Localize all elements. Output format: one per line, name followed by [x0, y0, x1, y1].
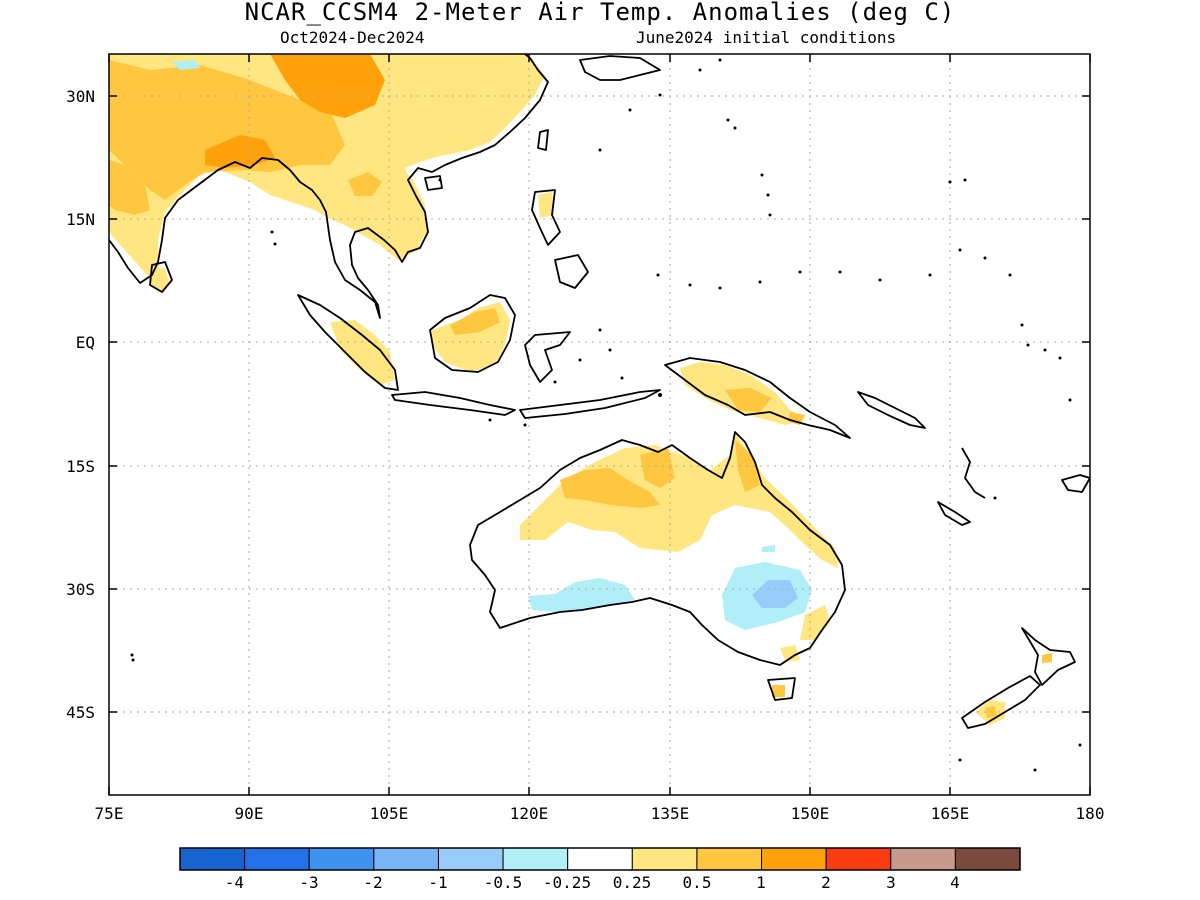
lon-tick-label: 165E [931, 804, 970, 823]
lat-tick-label: 30S [66, 580, 95, 599]
coast-japan [579, 55, 661, 81]
anomaly-region-philippines [538, 192, 554, 218]
colorbar-swatch [373, 847, 439, 871]
anomaly-region-north-australia [520, 432, 838, 568]
anomaly-region-se-australia [780, 645, 800, 662]
colorbar-swatch [825, 847, 892, 871]
anomaly-region-tasmania [772, 685, 785, 697]
anomaly-region-top-end [640, 448, 675, 488]
coast-tasmania [767, 677, 796, 701]
colorbar-label: -2 [363, 873, 382, 892]
anomaly-region-nz-north [1042, 653, 1052, 663]
colorbar-label: 0.25 [613, 873, 652, 892]
colorbar-swatch [761, 847, 827, 871]
coast-sumatra [297, 294, 399, 391]
anomaly-region-borneo-core [450, 308, 500, 335]
anomaly-region-china-core [270, 54, 385, 118]
anomaly-region-sumatra [330, 320, 395, 385]
anomaly-region-cool-small [762, 545, 775, 552]
colorbar: -4 -3 -2 -1 -0.5 -0.25 0.25 0.5 1 2 3 4 [179, 847, 1021, 892]
colorbar-swatch [179, 847, 246, 871]
lat-tick-label: 30N [66, 87, 95, 106]
coast-nz-north-island [1021, 627, 1076, 686]
colorbar-frame [179, 847, 1021, 871]
colorbar-label: 3 [886, 873, 896, 892]
latitude-axis: 30N 15N EQ 15S 30S 45S [66, 87, 95, 722]
anomaly-region-bangladesh [205, 135, 275, 168]
lon-tick-label: 90E [235, 804, 264, 823]
colorbar-label: 1 [756, 873, 766, 892]
colorbar-swatch [502, 847, 569, 871]
colorbar-label: -3 [299, 873, 318, 892]
anomaly-region-png-tip [788, 412, 805, 425]
lon-tick-label: 75E [95, 804, 124, 823]
anomaly-region-himalaya-cool [172, 60, 200, 70]
coast-nz-south-island [961, 675, 1041, 729]
coast-australia [469, 431, 846, 666]
plot-frame [108, 53, 1091, 796]
coast-new-caledonia [937, 501, 971, 526]
anomaly-shading [109, 54, 1052, 725]
anomaly-region-sri-lanka [150, 268, 170, 292]
anomaly-region-cool-southwest [528, 578, 635, 612]
coast-java [391, 391, 516, 416]
coast-fiji [1061, 474, 1090, 493]
anomaly-region-west-india [109, 160, 150, 215]
anomaly-region-east-coast [800, 605, 830, 640]
initial-conditions: June2024 initial conditions [636, 28, 897, 47]
lon-tick-label: 105E [370, 804, 409, 823]
coast-solomon-islands [857, 391, 926, 429]
colorbar-swatch [244, 847, 310, 871]
colorbar-label: -0.25 [543, 873, 591, 892]
colorbar-label: -1 [428, 873, 447, 892]
coast-philippines-mindanao [554, 254, 589, 289]
lon-tick-label: 135E [651, 804, 690, 823]
colorbar-swatch [890, 847, 956, 871]
colorbar-swatch [437, 847, 504, 871]
anomaly-region-tibet [109, 60, 345, 200]
coast-new-guinea [664, 357, 851, 439]
colorbar-label: -4 [225, 873, 244, 892]
colorbar-label: 4 [950, 873, 960, 892]
colorbar-label: 0.5 [683, 873, 712, 892]
lat-tick-label: 15S [66, 457, 95, 476]
coastlines [109, 54, 1090, 729]
lat-tick-label: 15N [66, 210, 95, 229]
tick-marks [108, 54, 1091, 795]
anomaly-region-new-guinea-core [725, 388, 772, 412]
anomaly-region-kimberley [560, 468, 660, 508]
lon-tick-label: 150E [791, 804, 830, 823]
island-dots [130, 58, 1082, 772]
coast-vanuatu [961, 447, 986, 499]
coast-sulawesi [524, 331, 571, 383]
lon-tick-label: 120E [510, 804, 549, 823]
coast-lesser-sunda [519, 389, 661, 419]
colorbar-swatch [954, 847, 1021, 871]
map-title: NCAR_CCSM4 2-Meter Air Temp. Anomalies (… [244, 0, 956, 26]
anomaly-region-cool-core [752, 580, 798, 608]
colorbar-swatch [567, 847, 633, 871]
graticule [109, 54, 1090, 795]
lat-tick-label: 45S [66, 703, 95, 722]
colorbar-label: 2 [821, 873, 831, 892]
coast-hainan [424, 175, 443, 191]
coast-asia-mainland [109, 54, 549, 319]
longitude-axis: 75E 90E 105E 120E 135E 150E 165E 180 [95, 804, 1105, 823]
coast-philippines-luzon [531, 189, 561, 246]
coast-borneo [429, 294, 516, 373]
colorbar-swatch [696, 847, 763, 871]
lat-tick-label: EQ [76, 333, 95, 352]
colorbar-label: -0.5 [484, 873, 523, 892]
colorbar-swatch [308, 847, 375, 871]
coast-taiwan [537, 129, 549, 151]
forecast-period: Oct2024-Dec2024 [280, 28, 425, 47]
lon-tick-label: 180 [1076, 804, 1105, 823]
colorbar-swatch [631, 847, 698, 871]
anomaly-region-indochina-core [348, 172, 382, 196]
coast-sri-lanka [149, 261, 173, 293]
